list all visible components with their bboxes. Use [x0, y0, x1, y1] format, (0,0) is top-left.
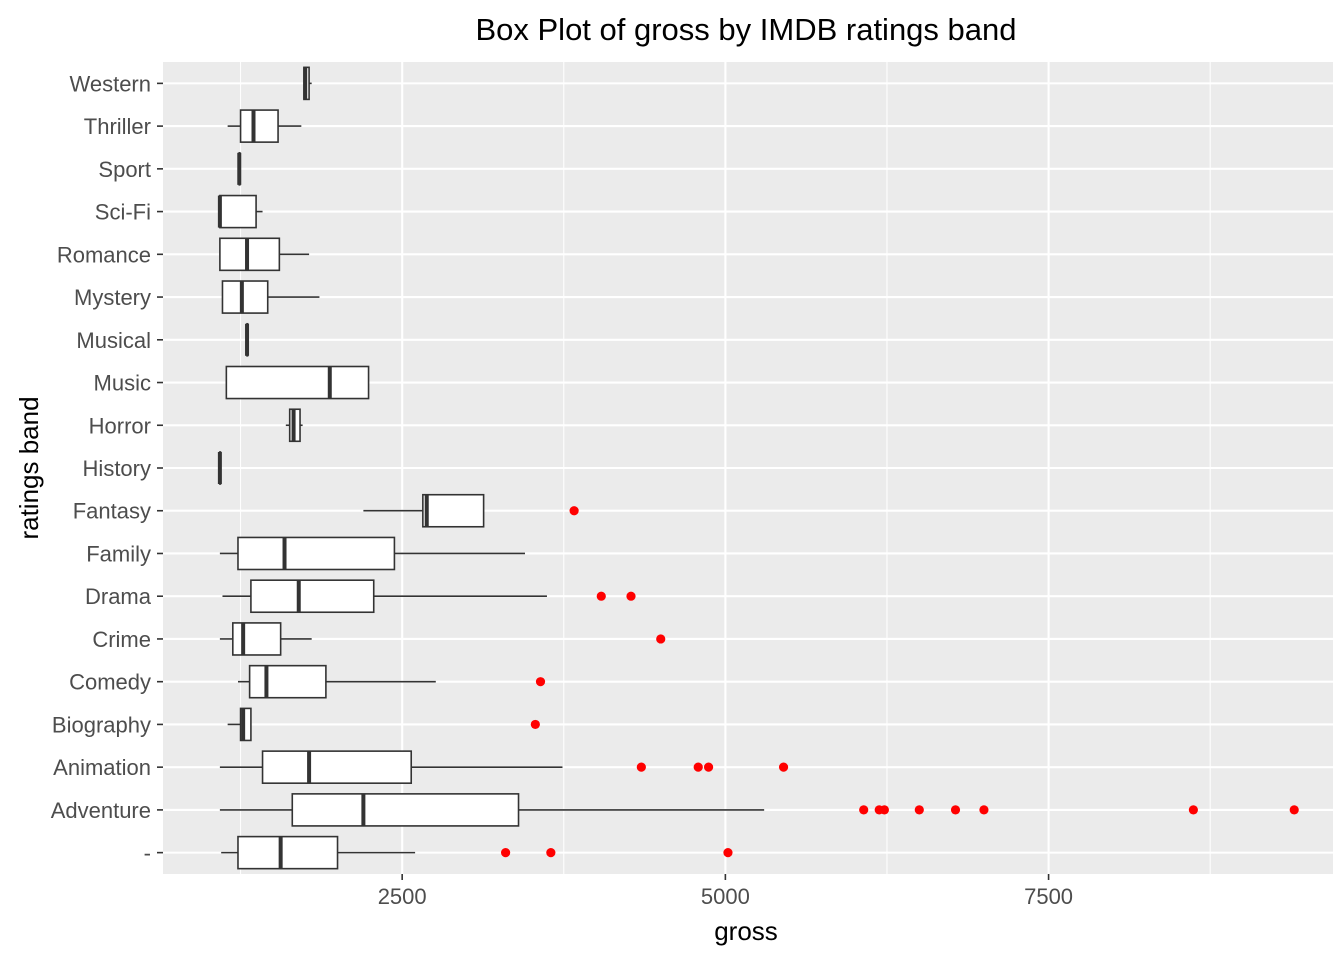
box-musical [245, 322, 250, 357]
box-comedy [237, 664, 546, 699]
box-mystery [221, 280, 320, 314]
y-tick-label: Sci-Fi [95, 200, 151, 225]
box-biography [227, 707, 540, 742]
outlier-point [859, 805, 869, 815]
y-tick-label: Comedy [69, 670, 151, 695]
x-tick-label: 7500 [1024, 884, 1073, 909]
iqr-box [239, 109, 279, 143]
outlier-point [530, 719, 540, 730]
x-tick-label: 5000 [701, 884, 750, 909]
outlier-point [535, 677, 546, 687]
box-music [225, 365, 370, 400]
outlier-point [1188, 805, 1198, 815]
iqr-box [422, 493, 485, 528]
outlier-point [569, 506, 579, 516]
outlier-point [626, 591, 636, 601]
x-axis-title: gross [714, 916, 778, 946]
y-tick-label: - [144, 841, 151, 866]
iqr-box [219, 237, 281, 272]
y-tick-label: Music [94, 371, 151, 396]
y-tick-label: Thriller [84, 114, 151, 139]
box-adventure [219, 793, 1299, 827]
box-series [217, 66, 1299, 870]
iqr-box [221, 280, 269, 314]
y-tick-label: Sport [98, 157, 151, 182]
outlier-point [778, 762, 789, 772]
y-tick-label: Biography [52, 712, 151, 737]
outlier-point [979, 805, 989, 815]
box-history [217, 451, 222, 485]
outlier-point [693, 762, 703, 772]
y-tick-label: Musical [76, 328, 151, 353]
box-blank [221, 835, 733, 870]
y-tick-label: Animation [53, 755, 151, 780]
iqr-box [237, 536, 396, 571]
outlier-point [703, 762, 714, 772]
box-thriller [227, 109, 302, 143]
y-tick-label: Drama [85, 584, 152, 609]
y-tick-label: Adventure [51, 798, 151, 823]
iqr-box [248, 664, 327, 699]
box-romance [219, 237, 310, 272]
y-tick-label: History [83, 456, 151, 481]
outlier-point [723, 848, 733, 858]
box-sport [237, 152, 242, 186]
outlier-point [950, 805, 961, 815]
iqr-box [232, 622, 282, 656]
iqr-box [219, 194, 257, 229]
iqr-box [239, 707, 252, 742]
outlier-point [914, 805, 924, 815]
box-drama [222, 579, 636, 614]
iqr-box [291, 793, 520, 827]
iqr-box [237, 835, 339, 870]
outlier-point [636, 762, 646, 772]
iqr-box [250, 579, 375, 614]
outlier-point [596, 591, 606, 601]
y-tick-label: Crime [92, 627, 151, 652]
y-tick-label: Horror [89, 413, 151, 438]
outlier-point [500, 848, 511, 858]
y-tick-label: Romance [57, 242, 151, 267]
axis-ticks: - Adventure Animation Biography Comedy Crime D… [51, 71, 1073, 909]
box-fantasy [363, 493, 579, 528]
chart-title: Box Plot of gross by IMDB ratings band [475, 12, 1016, 47]
iqr-box [261, 750, 413, 784]
box-horror [285, 408, 303, 443]
y-tick-label: Fantasy [73, 499, 151, 524]
x-tick-label: 2500 [378, 884, 427, 909]
outlier-point [879, 805, 889, 815]
box-animation [219, 750, 789, 784]
outlier-point [656, 634, 666, 644]
y-tick-label: Western [69, 71, 151, 96]
outlier-point [546, 848, 556, 858]
y-tick-label: Mystery [74, 285, 151, 310]
outlier-point [1289, 805, 1299, 815]
y-tick-label: Family [86, 541, 151, 566]
box-crime [219, 622, 666, 656]
box-family [219, 536, 525, 571]
box-sci-fi [217, 194, 263, 229]
iqr-box [225, 365, 370, 400]
box-western [303, 66, 312, 101]
y-axis-title: ratings band [14, 396, 44, 539]
